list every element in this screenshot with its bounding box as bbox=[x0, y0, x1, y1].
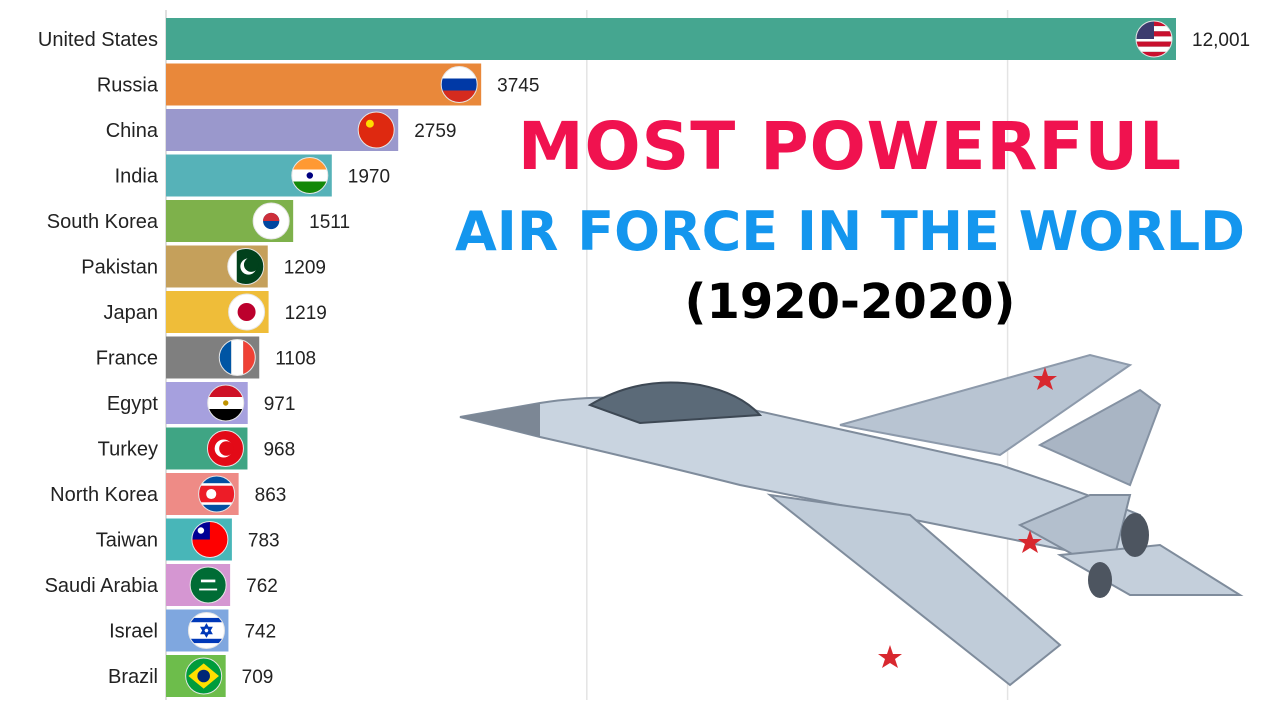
jet-nose bbox=[460, 403, 540, 437]
jet-engine-nozzle bbox=[1088, 562, 1112, 598]
saudi-arabia-flag-icon bbox=[190, 567, 227, 603]
red-star-icon bbox=[1033, 367, 1057, 390]
value-label: 968 bbox=[263, 440, 295, 461]
jet-far-wing bbox=[839, 353, 1133, 457]
brazil-flag-icon bbox=[185, 658, 222, 694]
pakistan-flag-icon bbox=[227, 248, 264, 285]
title-line-3: (1920-2020) bbox=[684, 274, 1016, 330]
category-label: Brazil bbox=[108, 666, 158, 688]
bar-row: Turkey 968 bbox=[98, 427, 295, 470]
japan-flag-icon bbox=[228, 294, 265, 330]
category-label: Saudi Arabia bbox=[45, 575, 159, 597]
value-label: 2759 bbox=[414, 121, 456, 142]
bar-row: Russia 3745 bbox=[97, 63, 539, 106]
bar-row: Taiwan 783 bbox=[96, 518, 280, 561]
value-label: 1209 bbox=[284, 258, 326, 279]
red-star-icon bbox=[1018, 530, 1042, 553]
value-label: 1970 bbox=[348, 167, 390, 188]
value-label: 863 bbox=[255, 485, 287, 506]
red-star-icon bbox=[878, 645, 902, 668]
india-flag-icon bbox=[291, 157, 328, 194]
bar-row: Saudi Arabia 762 bbox=[45, 564, 278, 606]
bar-row: Japan 1219 bbox=[104, 291, 327, 333]
fighter-jet-image bbox=[459, 353, 1244, 687]
value-label: 709 bbox=[242, 667, 274, 688]
category-label: North Korea bbox=[50, 484, 159, 506]
us-flag-icon bbox=[1136, 21, 1172, 57]
egypt-flag-icon bbox=[207, 385, 244, 421]
bar bbox=[166, 63, 482, 106]
bar-row: Pakistan 1209 bbox=[81, 245, 326, 288]
category-label: Turkey bbox=[98, 439, 158, 461]
bar-row: Israel 742 bbox=[109, 609, 276, 652]
value-label: 1511 bbox=[309, 212, 350, 233]
category-label: United States bbox=[38, 29, 158, 51]
south-korea-flag-icon bbox=[253, 203, 290, 239]
category-label: Egypt bbox=[107, 393, 159, 415]
turkey-flag-icon bbox=[207, 430, 244, 467]
category-label: South Korea bbox=[47, 211, 159, 233]
jet-stabilizer bbox=[1056, 543, 1244, 596]
bar-row: North Korea 863 bbox=[50, 473, 286, 515]
bar-row: China 2759 bbox=[106, 109, 456, 151]
china-flag-icon bbox=[358, 112, 395, 148]
value-label: 742 bbox=[244, 622, 276, 643]
jet-engine-nozzle bbox=[1121, 513, 1149, 557]
value-label: 1219 bbox=[285, 303, 327, 324]
title-line-2: AIR FORCE IN THE WORLD bbox=[454, 200, 1246, 263]
north-korea-flag-icon bbox=[198, 476, 235, 512]
taiwan-flag-icon bbox=[191, 521, 228, 558]
category-label: India bbox=[115, 166, 159, 188]
title-line-1: MOST POWERFUL bbox=[517, 108, 1183, 185]
value-label: 12,001 bbox=[1192, 30, 1250, 51]
russia-flag-icon bbox=[441, 66, 478, 103]
jet-canopy bbox=[587, 381, 763, 425]
jet-near-wing bbox=[766, 493, 1062, 687]
category-label: Japan bbox=[104, 302, 159, 324]
value-label: 762 bbox=[246, 576, 278, 597]
france-flag-icon bbox=[219, 339, 256, 376]
category-label: Israel bbox=[109, 621, 158, 643]
category-label: France bbox=[96, 348, 158, 370]
value-label: 783 bbox=[248, 531, 280, 552]
category-label: Taiwan bbox=[96, 530, 158, 552]
value-label: 971 bbox=[264, 394, 296, 415]
bar bbox=[166, 18, 1176, 60]
bar-row: France 1108 bbox=[96, 336, 316, 379]
jet-far-tail bbox=[1037, 388, 1162, 487]
bar-row: Egypt 971 bbox=[107, 382, 296, 424]
bar-row: Brazil 709 bbox=[108, 655, 273, 697]
bars: United States 12,001 Russia 3745 China 2759 In… bbox=[38, 18, 1250, 697]
bar-row: United States 12,001 bbox=[38, 18, 1250, 60]
category-label: China bbox=[106, 120, 159, 142]
israel-flag-icon bbox=[188, 612, 225, 649]
category-label: Pakistan bbox=[81, 257, 158, 279]
bar-row: India 1970 bbox=[115, 154, 390, 197]
value-label: 1108 bbox=[275, 349, 316, 370]
bar-row: South Korea 1511 bbox=[47, 200, 350, 242]
value-label: 3745 bbox=[497, 76, 539, 97]
category-label: Russia bbox=[97, 75, 159, 97]
